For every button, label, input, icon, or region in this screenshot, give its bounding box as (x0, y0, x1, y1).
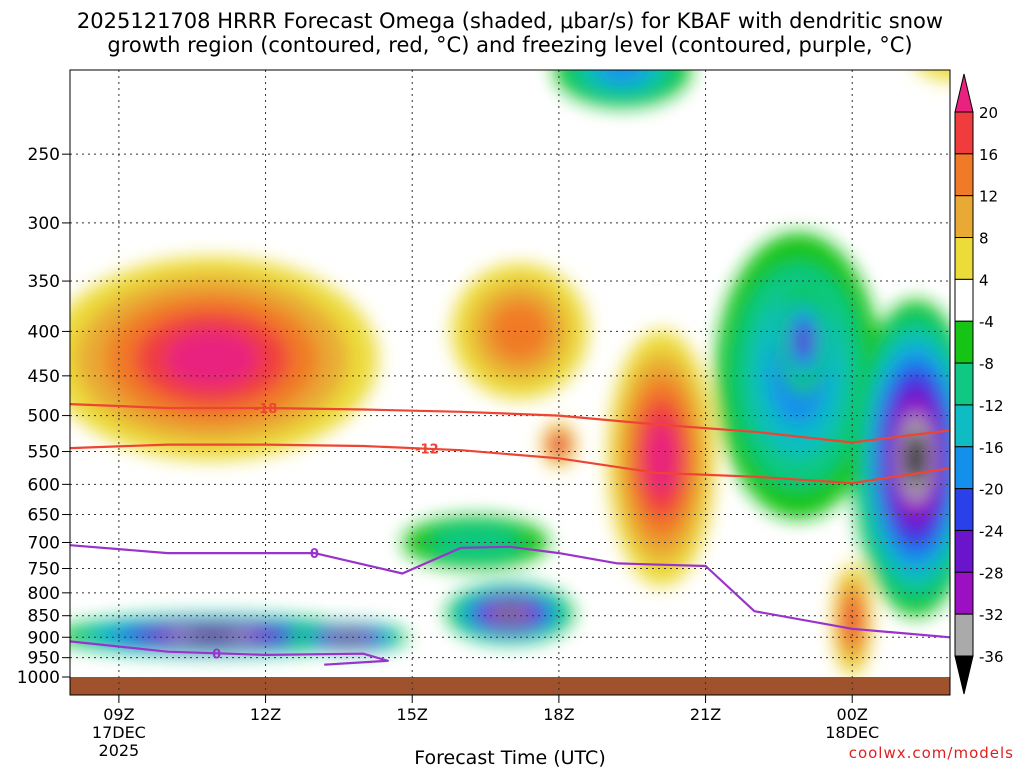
colorbar-swatch-2 (954, 195, 974, 239)
y-tick-label-800: 800 (28, 584, 60, 604)
colorbar-label-12: -32 (979, 606, 1004, 624)
omega-cell-5-level-3 (598, 70, 647, 84)
omega-cell-8-level-4 (646, 421, 677, 495)
colorbar-swatch-7 (954, 404, 974, 448)
omega-cell-0-level-4 (164, 329, 260, 388)
colorbar-label-9: -20 (979, 481, 1004, 499)
x-axis-title: Forecast Time (UTC) (414, 747, 605, 768)
contour-lines: -18 -12 0 0 (70, 402, 950, 666)
y-tick-label-1000: 1000 (17, 668, 60, 688)
chart-title-line1: 2025121708 HRRR Forecast Omega (shaded, … (77, 9, 943, 33)
colorbar-swatch-12 (954, 613, 974, 657)
y-tick-label-900: 900 (28, 628, 60, 648)
colorbar-label-1: 16 (979, 146, 998, 164)
grid-lines (70, 70, 950, 695)
y-tick-label-350: 350 (28, 272, 60, 292)
ground-surface (70, 677, 950, 695)
colorbar-swatch-4 (954, 278, 974, 322)
omega-field (70, 70, 950, 677)
y-tick-label-700: 700 (28, 533, 60, 553)
y-tick-label-600: 600 (28, 475, 60, 495)
omega-cell-10-level-5 (797, 327, 810, 354)
colorbar-swatch-1 (954, 153, 974, 197)
y-tick-label-500: 500 (28, 407, 60, 427)
x-tick-label-00Z: 00Z (837, 705, 868, 724)
plot-frame (69, 69, 951, 696)
contour-label-0: -18 (254, 402, 278, 417)
x-tick-sublabel2-09Z: 2025 (99, 741, 140, 760)
credit-text: coolwx.com/models (849, 744, 1014, 762)
y-tick-label-850: 850 (28, 607, 60, 627)
y-axis: 2503003504004505005506006507007508008509… (17, 145, 70, 688)
contour-line-3 (70, 640, 389, 666)
y-tick-label-550: 550 (28, 443, 60, 463)
contour-label-3: 0 (212, 647, 221, 662)
omega-cell-7-level-4 (553, 438, 564, 452)
colorbar-swatch-9 (954, 488, 974, 531)
omega-cell-2-level-8 (338, 634, 359, 640)
colorbar-swatch-5 (954, 320, 974, 364)
colorbar-swatch-0 (954, 111, 974, 155)
y-tick-label-400: 400 (28, 322, 60, 342)
colorbar-label-2: 12 (979, 188, 998, 206)
omega-cell-3-level-8 (499, 608, 521, 619)
omega-cell-6-level-2 (489, 301, 551, 362)
y-tick-label-950: 950 (28, 649, 60, 669)
colorbar-label-10: -24 (979, 522, 1004, 540)
omega-cell-11-level-8 (905, 431, 927, 485)
y-tick-label-300: 300 (28, 214, 60, 234)
colorbar-swatch-11 (954, 571, 974, 615)
y-tick-label-650: 650 (28, 506, 60, 526)
y-tick-label-250: 250 (28, 145, 60, 165)
colorbar-swatch-8 (954, 446, 974, 490)
omega-cell-1-level-8 (185, 631, 238, 639)
colorbar-label-4: 4 (979, 271, 989, 289)
colorbar-label-7: -12 (979, 397, 1004, 415)
x-tick-label-18Z: 18Z (543, 705, 574, 724)
colorbar: 20 16 12 8 4 -4 -8 -12 -16 -20 -24 -28 -32 -36 (954, 73, 1004, 695)
y-tick-label-750: 750 (28, 560, 60, 580)
colorbar-label-8: -16 (979, 439, 1004, 457)
x-tick-label-21Z: 21Z (690, 705, 721, 724)
contour-line-1 (70, 443, 950, 485)
colorbar-swatch-3 (954, 237, 974, 280)
colorbar-label-11: -28 (979, 564, 1004, 582)
omega-cell-4-level-1 (430, 526, 521, 559)
omega-cell-14-level-0 (919, 70, 950, 81)
x-tick-label-15Z: 15Z (397, 705, 428, 724)
contour-label-1: -12 (415, 443, 439, 458)
contour-line-0 (70, 403, 950, 444)
contour-label-2: 0 (310, 547, 319, 562)
omega-blobs (70, 70, 950, 677)
colorbar-swatch-6 (954, 362, 974, 406)
x-tick-label-09Z: 09Z (103, 705, 134, 724)
omega-cell-12-level-3 (845, 600, 860, 640)
colorbar-bottom-arrow (954, 655, 974, 695)
colorbar-label-6: -8 (979, 355, 994, 373)
colorbar-label-3: 8 (979, 230, 989, 248)
colorbar-label-0: 20 (979, 104, 998, 122)
colorbar-top-arrow (954, 73, 974, 113)
colorbar-swatch-10 (954, 529, 974, 573)
y-tick-label-450: 450 (28, 367, 60, 387)
colorbar-label-5: -4 (979, 313, 994, 331)
x-tick-sublabel-00Z: 18DEC (825, 723, 879, 742)
x-tick-label-12Z: 12Z (250, 705, 281, 724)
x-tick-sublabel-09Z: 17DEC (92, 723, 146, 742)
contour-line-2 (70, 544, 950, 639)
chart-title-line2: growth region (contoured, red, °C) and f… (107, 33, 912, 57)
colorbar-label-13: -36 (979, 648, 1004, 666)
